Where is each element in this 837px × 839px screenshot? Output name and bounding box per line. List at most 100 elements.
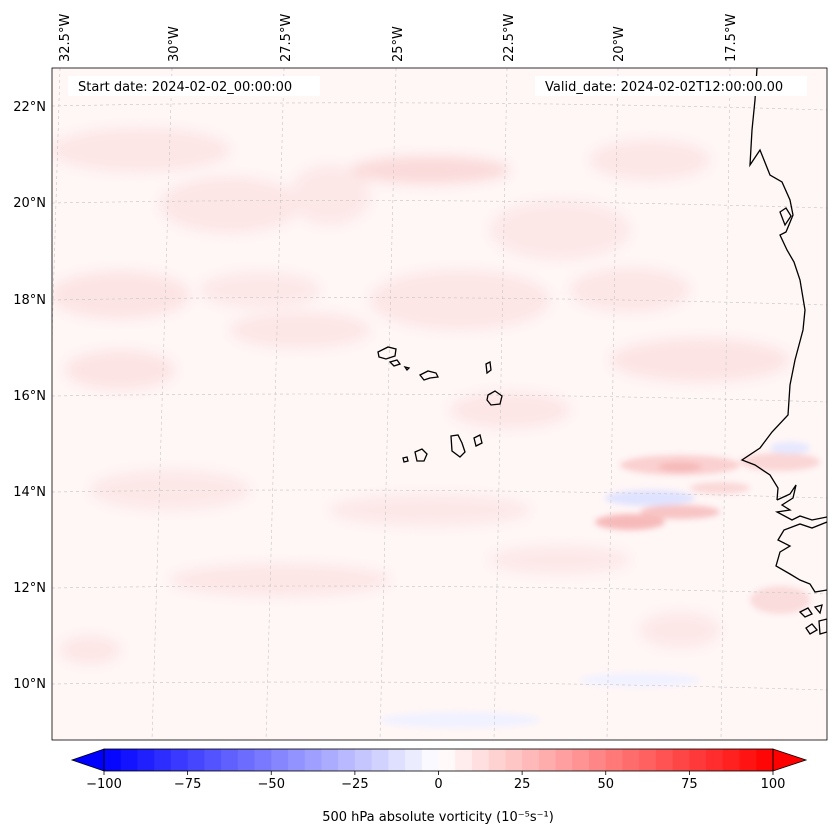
colorbar-segment <box>137 749 155 771</box>
cabo-verde-islands <box>377 346 503 463</box>
island-sao-vicente <box>388 359 402 367</box>
colorbar-segment <box>672 749 690 771</box>
start-date-label: Start date: 2024-02-02_00:00:00 <box>78 80 292 95</box>
parallel-18N <box>52 297 827 306</box>
cap-vert-peninsula <box>779 207 792 227</box>
colorbar-segment <box>321 749 339 771</box>
guinea-bissau-coast <box>775 521 827 593</box>
colorbar-segment <box>371 749 389 771</box>
colorbar-segment <box>104 749 122 771</box>
colorbar-tick-label: 50 <box>597 777 614 792</box>
colorbar-segment <box>120 749 139 771</box>
colorbar-segments <box>104 749 774 771</box>
colorbar-segment <box>455 749 473 771</box>
lon-label-30w: 30°W <box>167 26 182 62</box>
colorbar-segment <box>706 749 724 771</box>
map-panel: Start date: 2024-02-02_00:00:00 Valid_da… <box>52 68 827 740</box>
colorbar-segment <box>471 749 490 771</box>
colorbar-segment <box>655 749 674 771</box>
colorbar-segment <box>605 749 624 771</box>
parallel-12N <box>52 585 827 595</box>
colorbar-ticks: −100 −75 −50 −25 0 25 50 75 100 <box>86 771 785 792</box>
colorbar-segment <box>304 749 323 771</box>
longitude-labels: 32.5°W 30°W 27.5°W 25°W 22.5°W 20°W 17.5… <box>58 14 739 62</box>
lat-label-12n: 12°N <box>13 581 46 596</box>
colorbar-tick-label: −100 <box>86 777 122 792</box>
lat-label-22n: 22°N <box>13 100 46 115</box>
colorbar-segment <box>756 749 774 771</box>
colorbar-segment <box>154 749 172 771</box>
west-africa-coastline <box>740 68 827 635</box>
lat-label-10n: 10°N <box>13 677 46 692</box>
colorbar-segment <box>338 749 356 771</box>
colorbar-tick-label: 100 <box>761 777 786 792</box>
colorbar-segment <box>421 749 440 771</box>
meridian-20W <box>606 68 619 740</box>
colorbar-max-extension <box>772 748 808 772</box>
colorbar-segment <box>187 749 205 771</box>
parallel-14N <box>52 489 827 499</box>
lon-label-22-5w: 22.5°W <box>502 14 517 62</box>
colorbar-tick-label: 0 <box>434 777 442 792</box>
parallel-22N <box>52 102 827 111</box>
colorbar-label: 500 hPa absolute vorticity (10⁻⁵s⁻¹) <box>322 810 554 825</box>
colorbar-segment <box>221 749 239 771</box>
colorbar-tick-label: 75 <box>681 777 698 792</box>
island-fogo <box>414 448 428 462</box>
coastal-vorticity-features <box>380 442 820 728</box>
lon-label-25w: 25°W <box>391 26 406 62</box>
lon-label-32-5w: 32.5°W <box>58 14 73 62</box>
bijagos-islands <box>798 604 827 635</box>
colorbar-segment <box>405 749 423 771</box>
colorbar-tick-label: 25 <box>514 777 531 792</box>
start-date-box <box>68 76 320 96</box>
lon-label-20w: 20°W <box>612 26 627 62</box>
colorbar-segment <box>722 749 741 771</box>
colorbar-segment <box>354 749 373 771</box>
colorbar-segment <box>488 749 507 771</box>
colorbar-segment <box>555 749 573 771</box>
graticule <box>52 68 827 740</box>
colorbar-segment <box>572 749 590 771</box>
latitude-labels: 22°N 20°N 18°N 16°N 14°N 12°N 10°N <box>13 100 46 692</box>
colorbar-segment <box>689 749 707 771</box>
meridian-17.5W <box>720 68 731 740</box>
island-santa-luzia <box>403 365 411 372</box>
colorbar-segment <box>254 749 272 771</box>
colorbar-tick-label: −25 <box>341 777 368 792</box>
meridian-27.5W <box>265 68 285 740</box>
colorbar-segment <box>271 749 289 771</box>
lon-label-17-5w: 17.5°W <box>724 14 739 62</box>
map-frame <box>51 67 828 741</box>
lon-label-27-5w: 27.5°W <box>279 14 294 62</box>
colorbar-segment <box>589 749 607 771</box>
colorbar-segment <box>538 749 557 771</box>
valid-date-box <box>535 76 807 96</box>
colorbar-segment <box>505 749 523 771</box>
gambia-estuary <box>774 484 827 521</box>
lat-label-14n: 14°N <box>13 485 46 500</box>
valid-date-label: Valid_date: 2024-02-02T12:00:00.00 <box>545 80 783 95</box>
colorbar-segment <box>522 749 540 771</box>
island-santo-antao <box>377 346 397 360</box>
colorbar-segment <box>237 749 256 771</box>
island-maio <box>473 434 483 447</box>
colorbar-segment <box>622 749 640 771</box>
colorbar-segment <box>739 749 757 771</box>
lat-label-18n: 18°N <box>13 293 46 308</box>
parallel-10N <box>52 681 827 691</box>
island-sao-nicolau <box>418 370 439 381</box>
colorbar: −100 −75 −50 −25 0 25 50 75 100 500 hPa absolute… <box>70 748 808 825</box>
island-brava <box>402 456 409 463</box>
colorbar-segment <box>438 749 456 771</box>
colorbar-segment <box>170 749 189 771</box>
island-sal <box>485 361 492 375</box>
colorbar-segment <box>287 749 306 771</box>
meridian-30W <box>151 68 173 740</box>
lat-label-20n: 20°N <box>13 196 46 211</box>
parallel-16N <box>52 393 827 403</box>
colorbar-segment <box>204 749 222 771</box>
island-santiago <box>450 434 466 458</box>
colorbar-min-extension <box>70 748 105 772</box>
colorbar-segment <box>388 749 406 771</box>
